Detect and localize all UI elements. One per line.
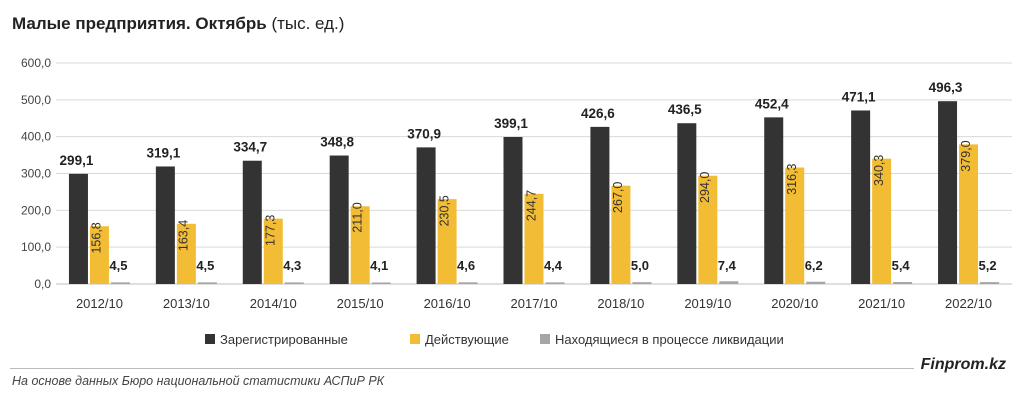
bar-registered (155, 166, 175, 284)
bar-active (785, 167, 805, 284)
bar-liquidation (806, 281, 826, 284)
legend-swatch (410, 334, 420, 344)
y-tick-label: 0,0 (34, 277, 51, 291)
legend-label: Действующие (425, 332, 509, 347)
data-label-liquidation: 5,0 (631, 258, 649, 273)
data-label-registered: 334,7 (233, 140, 267, 155)
bar-active (959, 144, 979, 284)
bar-liquidation (284, 282, 304, 284)
y-tick-label: 400,0 (21, 130, 51, 144)
bar-registered (329, 155, 349, 284)
bar-liquidation (545, 282, 565, 284)
y-tick-label: 600,0 (21, 56, 51, 70)
data-label-active: 294,0 (698, 172, 712, 203)
bar-liquidation (371, 282, 391, 284)
bar-active (89, 226, 109, 284)
bar-registered (68, 173, 88, 284)
data-label-registered: 319,1 (146, 145, 180, 160)
data-label-active: 211,0 (350, 202, 364, 232)
bar-liquidation (893, 282, 913, 284)
bar-active (524, 193, 544, 284)
bar-registered (590, 126, 610, 284)
x-tick-label: 2016/10 (424, 296, 471, 311)
data-label-liquidation: 7,4 (718, 258, 737, 273)
bar-liquidation (197, 282, 217, 284)
x-tick-label: 2012/10 (76, 296, 123, 311)
bar-registered (851, 110, 871, 284)
data-label-liquidation: 6,2 (805, 258, 823, 273)
data-label-liquidation: 4,1 (370, 258, 388, 273)
x-tick-label: 2018/10 (597, 296, 644, 311)
data-label-registered: 436,5 (668, 102, 702, 117)
x-tick-label: 2022/10 (945, 296, 992, 311)
legend-swatch (540, 334, 550, 344)
data-label-registered: 370,9 (407, 126, 441, 141)
data-label-liquidation: 5,4 (892, 258, 911, 273)
bar-active (872, 158, 892, 284)
bar-active (611, 185, 631, 284)
data-label-active: 267,0 (611, 182, 625, 213)
legend-label: Находящиеся в процессе ликвидации (555, 332, 784, 347)
bar-liquidation (719, 281, 739, 284)
bar-registered (938, 101, 958, 284)
bar-registered (764, 117, 784, 284)
data-label-active: 156,8 (90, 222, 104, 253)
data-label-registered: 471,1 (842, 89, 876, 104)
bar-liquidation (980, 282, 1000, 284)
data-label-liquidation: 4,6 (457, 258, 475, 273)
footer-separator (10, 368, 914, 369)
data-label-active: 230,5 (437, 195, 451, 226)
data-label-liquidation: 4,4 (544, 258, 563, 273)
x-tick-label: 2017/10 (511, 296, 558, 311)
data-label-registered: 299,1 (60, 153, 94, 168)
data-label-liquidation: 4,5 (196, 258, 214, 273)
x-tick-label: 2013/10 (163, 296, 210, 311)
bar-registered (242, 160, 262, 284)
data-label-registered: 452,4 (755, 96, 789, 111)
y-tick-label: 100,0 (21, 240, 51, 254)
bar-liquidation (110, 282, 130, 284)
bar-registered (503, 136, 523, 284)
data-label-registered: 348,8 (320, 135, 354, 150)
data-label-liquidation: 5,2 (979, 258, 997, 273)
data-label-active: 244,7 (524, 190, 538, 221)
bar-registered (677, 123, 697, 284)
data-label-active: 316,3 (785, 163, 799, 194)
chart-title-unit: (тыс. ед.) (271, 14, 345, 33)
x-tick-label: 2014/10 (250, 296, 297, 311)
x-tick-label: 2020/10 (771, 296, 818, 311)
data-label-registered: 496,3 (929, 80, 963, 95)
source-note: На основе данных Бюро национальной стати… (12, 374, 385, 388)
bar-liquidation (458, 282, 478, 284)
bar-registered (416, 147, 436, 284)
data-label-active: 177,3 (264, 215, 278, 246)
bar-active (176, 223, 196, 284)
x-tick-label: 2021/10 (858, 296, 905, 311)
bar-chart: 0,0 100,0 200,0 300,0 400,0 500,0 600,0 299,1 15… (21, 56, 1012, 347)
bar-active (263, 218, 283, 284)
bar-active (437, 199, 457, 284)
y-tick-label: 300,0 (21, 167, 51, 181)
brand-logo-text: Finprom.kz (920, 356, 1006, 373)
chart-title: Малые предприятия. Октябрь (тыс. ед.) (12, 14, 344, 34)
data-label-active: 379,0 (959, 140, 973, 171)
legend-swatch (205, 334, 215, 344)
data-label-registered: 426,6 (581, 106, 615, 121)
bar-liquidation (632, 282, 652, 284)
x-tick-label: 2015/10 (337, 296, 384, 311)
data-label-active: 163,4 (177, 220, 191, 251)
bar-active (698, 175, 718, 284)
legend-label: Зарегистрированные (220, 332, 348, 347)
data-label-liquidation: 4,5 (109, 258, 127, 273)
x-tick-label: 2019/10 (684, 296, 731, 311)
chart-title-main: Малые предприятия. Октябрь (12, 14, 267, 33)
data-label-active: 340,3 (872, 155, 886, 186)
data-label-liquidation: 4,3 (283, 258, 301, 273)
y-tick-label: 200,0 (21, 203, 51, 217)
bar-active (350, 206, 370, 284)
y-tick-label: 500,0 (21, 93, 51, 107)
data-label-registered: 399,1 (494, 116, 528, 131)
